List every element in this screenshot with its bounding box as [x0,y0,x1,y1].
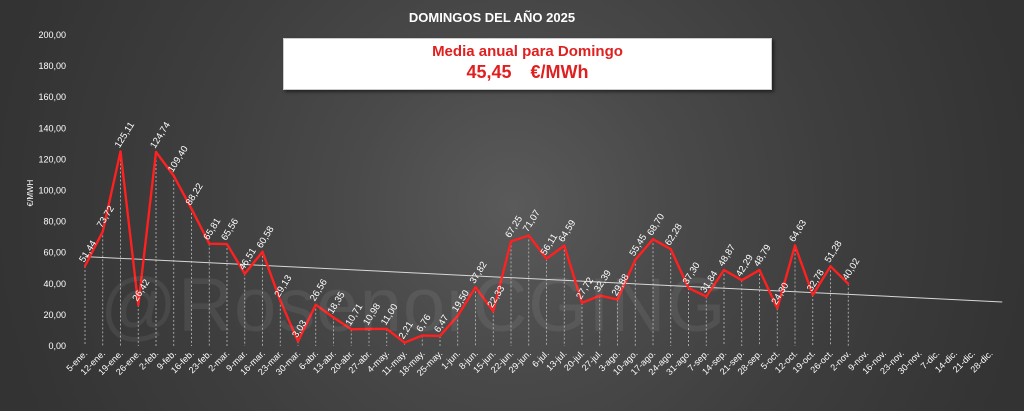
y-tick-label: 200,00 [38,30,66,40]
data-point [101,230,104,233]
data-point [847,282,850,285]
y-tick-label: 100,00 [38,186,66,196]
summary-value: 45,45 [466,62,512,82]
data-label: 51,44 [77,239,99,265]
data-point [776,307,779,310]
data-label: 24,30 [769,281,791,307]
y-axis: 0,00 20,00 40,00 60,00 80,00 100,00 120,00 140,… [38,30,66,351]
summary-heading: Media anual para Domingo [432,43,623,60]
y-tick-label: 180,00 [38,61,66,71]
y-axis-label: €/MWH [26,179,35,206]
y-tick-label: 0,00 [48,341,66,351]
summary-box: Media anual para Domingo 45,45 €/MWh [283,38,772,90]
data-point [740,279,743,282]
data-point [474,285,477,289]
data-point [758,268,761,272]
data-point [403,341,406,344]
data-point [172,174,175,178]
data-point [83,264,87,268]
data-point [279,299,282,302]
data-label: 64,59 [556,218,578,244]
data-label: 62,28 [663,222,685,248]
y-tick-label: 80,00 [43,217,66,227]
data-point [456,314,459,317]
data-point [154,150,158,154]
summary-unit: €/MWh [530,62,589,82]
data-point [385,327,388,331]
x-tick-label: 1-jun. [439,348,462,371]
y-tick-label: 120,00 [38,154,66,164]
data-label: 88,22 [184,181,206,207]
data-point [722,268,726,272]
data-point [563,244,566,247]
x-axis: 5-ene.12-ene.19-ene.26-ene.2-feb.9-feb.1… [64,348,994,378]
data-point [492,310,495,313]
data-label: 55,45 [627,232,649,258]
series-line [83,150,850,344]
data-point [208,242,211,245]
data-label: 73,72 [95,204,117,230]
data-label: 60,58 [255,224,277,250]
watermark: @RosenorCGING [100,263,727,348]
data-label: 40,02 [840,256,862,282]
data-point [296,340,300,343]
data-point [119,150,122,153]
data-point [687,286,690,290]
data-point [314,303,317,306]
x-tick-label: 2-feb. [137,348,160,371]
data-point [545,257,548,260]
data-point [261,250,264,253]
data-label: 68,70 [645,212,667,238]
data-label: 65,56 [219,217,241,243]
data-label: 48,79 [752,243,774,269]
y-tick-label: 40,00 [43,279,66,289]
data-point [651,237,655,241]
data-point [598,294,601,297]
data-point [350,328,353,331]
series-path [83,150,850,344]
data-point [705,295,708,298]
y-tick-label: 140,00 [38,123,66,133]
data-point [137,303,140,307]
data-point [793,244,797,247]
data-point [421,334,424,337]
data-point [438,334,442,338]
summary-value-line: 45,45 €/MWh [284,62,771,83]
data-label: 109,40 [166,144,191,174]
data-label: 125,11 [113,120,137,150]
data-point [190,207,193,211]
y-tick-label: 60,00 [43,248,66,258]
data-point [509,240,513,243]
data-point [616,298,619,301]
data-point [811,293,814,297]
data-label: 124,74 [148,120,173,150]
data-point [829,265,832,268]
data-point [243,272,246,275]
drop-lines [84,151,849,346]
y-tick-label: 20,00 [43,310,66,320]
data-point [527,234,530,237]
y-tick-label: 160,00 [38,92,66,102]
data-point [634,258,637,261]
data-point [367,327,371,331]
chart-title: DOMINGOS DEL AÑO 2025 [409,10,575,25]
data-point [225,242,229,246]
data-label: 64,63 [787,218,809,244]
data-label: 51,28 [823,239,845,265]
data-point [669,247,672,251]
data-point [332,316,335,319]
data-point [580,301,584,305]
